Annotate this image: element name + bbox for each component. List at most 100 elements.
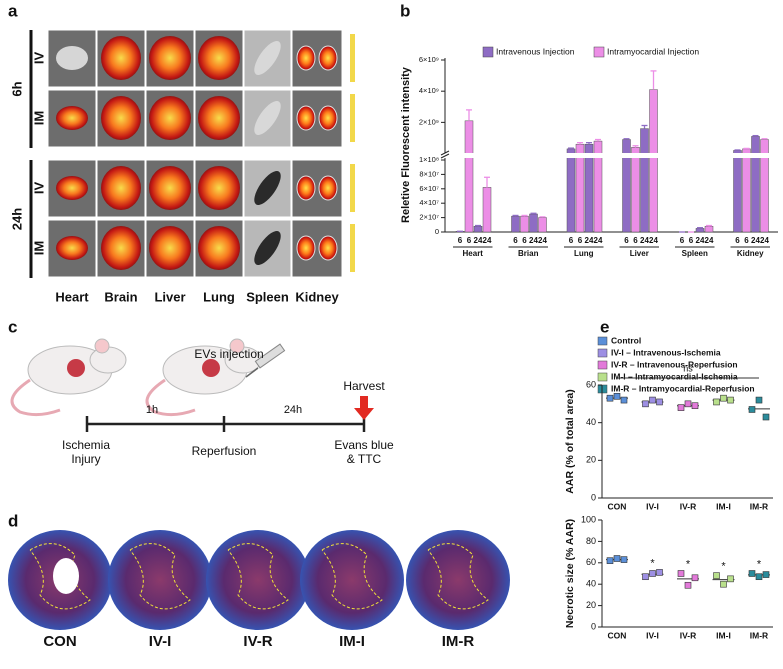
- x-sublabel: 6: [458, 236, 463, 245]
- group-label: IM-R: [442, 633, 475, 650]
- legend-swatch: [597, 360, 608, 370]
- heart-slice: [406, 530, 510, 630]
- x-sublabel: 6: [467, 236, 472, 245]
- y-tick-label: 2×10⁹: [419, 117, 439, 126]
- organ-signal: [198, 96, 240, 140]
- data-point: [762, 413, 770, 421]
- data-point: [727, 396, 734, 404]
- x-sublabel: 6: [744, 236, 749, 245]
- colorbar: [350, 34, 355, 82]
- rat-heart: [202, 359, 220, 377]
- data-point: [656, 569, 663, 576]
- x-sublabel: 24: [760, 236, 769, 245]
- y-tick-label: 4×10⁹: [419, 86, 439, 95]
- data-point: [677, 404, 685, 411]
- data-point: [684, 581, 692, 589]
- x-tick-label: Spleen: [682, 249, 708, 258]
- organ-signal: [198, 226, 240, 270]
- route-label: IM: [31, 111, 46, 125]
- x-sublabel: 24: [585, 236, 594, 245]
- organ-signal: [254, 40, 281, 76]
- organ-label: Spleen: [246, 289, 289, 304]
- break-mark: [440, 150, 450, 156]
- x-sublabel: 24: [474, 236, 483, 245]
- bar: [695, 228, 705, 233]
- data-point: [613, 555, 621, 562]
- data-point: [755, 396, 763, 404]
- significance-mark: *: [650, 557, 655, 569]
- y-tick-label: 1×10⁸: [419, 155, 439, 164]
- group-label: IV-R: [243, 633, 272, 650]
- y-tick-label: 60: [586, 557, 596, 567]
- significance-mark: *: [686, 558, 691, 570]
- legend-label: Control: [611, 335, 641, 345]
- data-point: [748, 570, 756, 577]
- data-point: [755, 573, 763, 581]
- rat-ear: [229, 338, 245, 354]
- organ-signal: [198, 36, 240, 80]
- bar: [538, 217, 547, 233]
- organ-signal: [149, 166, 191, 210]
- y-tick-label: 20: [586, 455, 596, 465]
- panel-label: a: [8, 1, 18, 20]
- x-tick-label: IV-I: [646, 501, 659, 511]
- data-point: [684, 400, 692, 408]
- panel-label: b: [400, 1, 410, 20]
- data-point: [720, 394, 727, 402]
- organ-signal: [296, 235, 316, 261]
- data-point: [713, 398, 720, 406]
- organ-label: Heart: [55, 289, 89, 304]
- lumen: [53, 558, 79, 594]
- axis-break: [440, 153, 778, 158]
- interval-label: 1h: [146, 404, 158, 416]
- data-point: [649, 396, 656, 404]
- organ-signal: [254, 170, 281, 206]
- legend-swatch: [593, 46, 605, 58]
- organ-signal: [56, 236, 88, 260]
- x-sublabel: 6: [578, 236, 583, 245]
- rat-ear: [94, 338, 110, 354]
- data-point: [748, 406, 756, 413]
- x-sublabel: 6: [569, 236, 574, 245]
- organ-label: Brain: [104, 289, 137, 304]
- annotation: ns: [683, 363, 693, 373]
- step-label: Injury: [71, 452, 100, 466]
- x-sublabel: 24: [529, 236, 538, 245]
- x-sublabel: 6: [633, 236, 638, 245]
- organ-signal: [254, 230, 281, 266]
- organ-label: Lung: [203, 289, 235, 304]
- data-point: [649, 570, 656, 577]
- data-point: [606, 394, 614, 402]
- organ-signal: [318, 235, 338, 261]
- infarct-outline: [427, 543, 489, 610]
- bar: [742, 148, 751, 233]
- break-mark: [440, 153, 450, 159]
- x-tick-label: Kidney: [737, 249, 764, 258]
- y-tick-label: 40: [586, 579, 596, 589]
- rat-heart: [67, 359, 85, 377]
- colorbar: [350, 94, 355, 142]
- x-sublabel: 24: [705, 236, 714, 245]
- y-tick-label: 2×10⁷: [419, 213, 439, 222]
- legend-label: IM-I – Intramyocardial-Ischemia: [611, 371, 738, 381]
- data-point: [642, 573, 649, 581]
- y-tick-label: 40: [586, 417, 596, 427]
- bar: [473, 225, 483, 233]
- legend-swatch: [482, 46, 494, 58]
- legend-label: Intramyocardial Injection: [607, 46, 699, 56]
- organ-signal: [101, 36, 141, 80]
- time-label: 24h: [9, 208, 24, 230]
- x-sublabel: 24: [594, 236, 603, 245]
- legend-label: IM-R – Intramyocardial-Reperfusion: [611, 383, 755, 393]
- y-tick-label: 0: [435, 227, 439, 236]
- route-label: IV: [31, 182, 46, 195]
- needle: [245, 367, 259, 378]
- harvest-arrow: [354, 396, 374, 420]
- rat-head: [89, 346, 127, 374]
- legend-swatch: [597, 348, 608, 358]
- infarct-outline: [227, 543, 289, 610]
- rat-tail: [10, 378, 61, 417]
- y-tick-label: 6×10⁹: [419, 55, 439, 64]
- legend-swatch: [597, 336, 608, 346]
- x-sublabel: 24: [640, 236, 649, 245]
